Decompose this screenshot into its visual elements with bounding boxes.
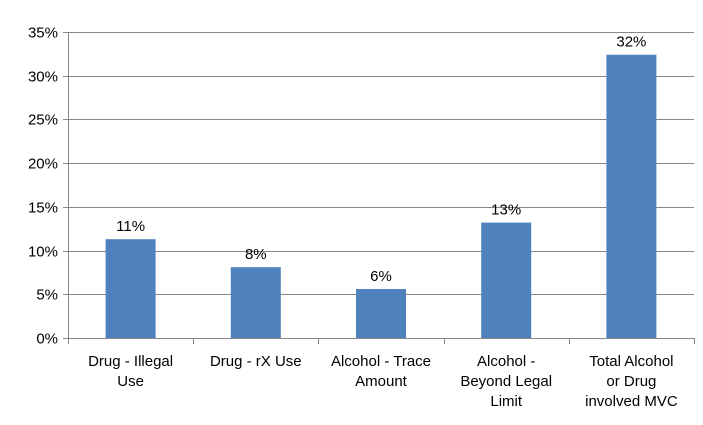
data-labels: 11% 8% 6% 13% 32%: [116, 34, 646, 285]
data-label: 11%: [116, 218, 145, 235]
data-label: 6%: [370, 268, 392, 285]
y-tick-label: 15%: [28, 200, 58, 217]
category-label: Use: [117, 373, 144, 390]
category-labels: Drug - Illegal Use Drug - rX Use Alcohol - …: [88, 353, 678, 410]
category-label: Limit: [490, 393, 523, 410]
y-tick-label: 0%: [36, 331, 58, 348]
y-tick-label: 35%: [28, 25, 58, 42]
category-label: or Drug: [606, 373, 656, 390]
category-label: Alcohol -: [477, 353, 535, 370]
y-tick-labels: 0% 5% 10% 15% 20% 25% 30% 35%: [28, 25, 58, 348]
category-label: Drug - rX Use: [210, 353, 302, 370]
category-label: Total Alcohol: [589, 353, 673, 370]
bar: [606, 54, 657, 338]
bars: [105, 54, 657, 338]
data-label: 13%: [491, 202, 521, 219]
bar: [105, 239, 156, 338]
y-tick-label: 5%: [36, 287, 58, 304]
category-label: Alcohol - Trace: [331, 353, 431, 370]
axes: [63, 32, 695, 344]
bar: [356, 289, 406, 338]
category-label: Beyond Legal: [460, 373, 552, 390]
bar: [481, 222, 532, 338]
y-tick-label: 25%: [28, 112, 58, 129]
y-tick-label: 10%: [28, 244, 58, 261]
y-tick-label: 30%: [28, 69, 58, 86]
gridlines: [68, 32, 694, 295]
data-label: 32%: [616, 34, 646, 51]
y-tick-label: 20%: [28, 156, 58, 173]
category-label: Drug - Illegal: [88, 353, 173, 370]
data-label: 8%: [245, 246, 267, 263]
category-label: Amount: [355, 373, 408, 390]
bar: [230, 267, 281, 338]
category-label: involved MVC: [585, 393, 678, 410]
